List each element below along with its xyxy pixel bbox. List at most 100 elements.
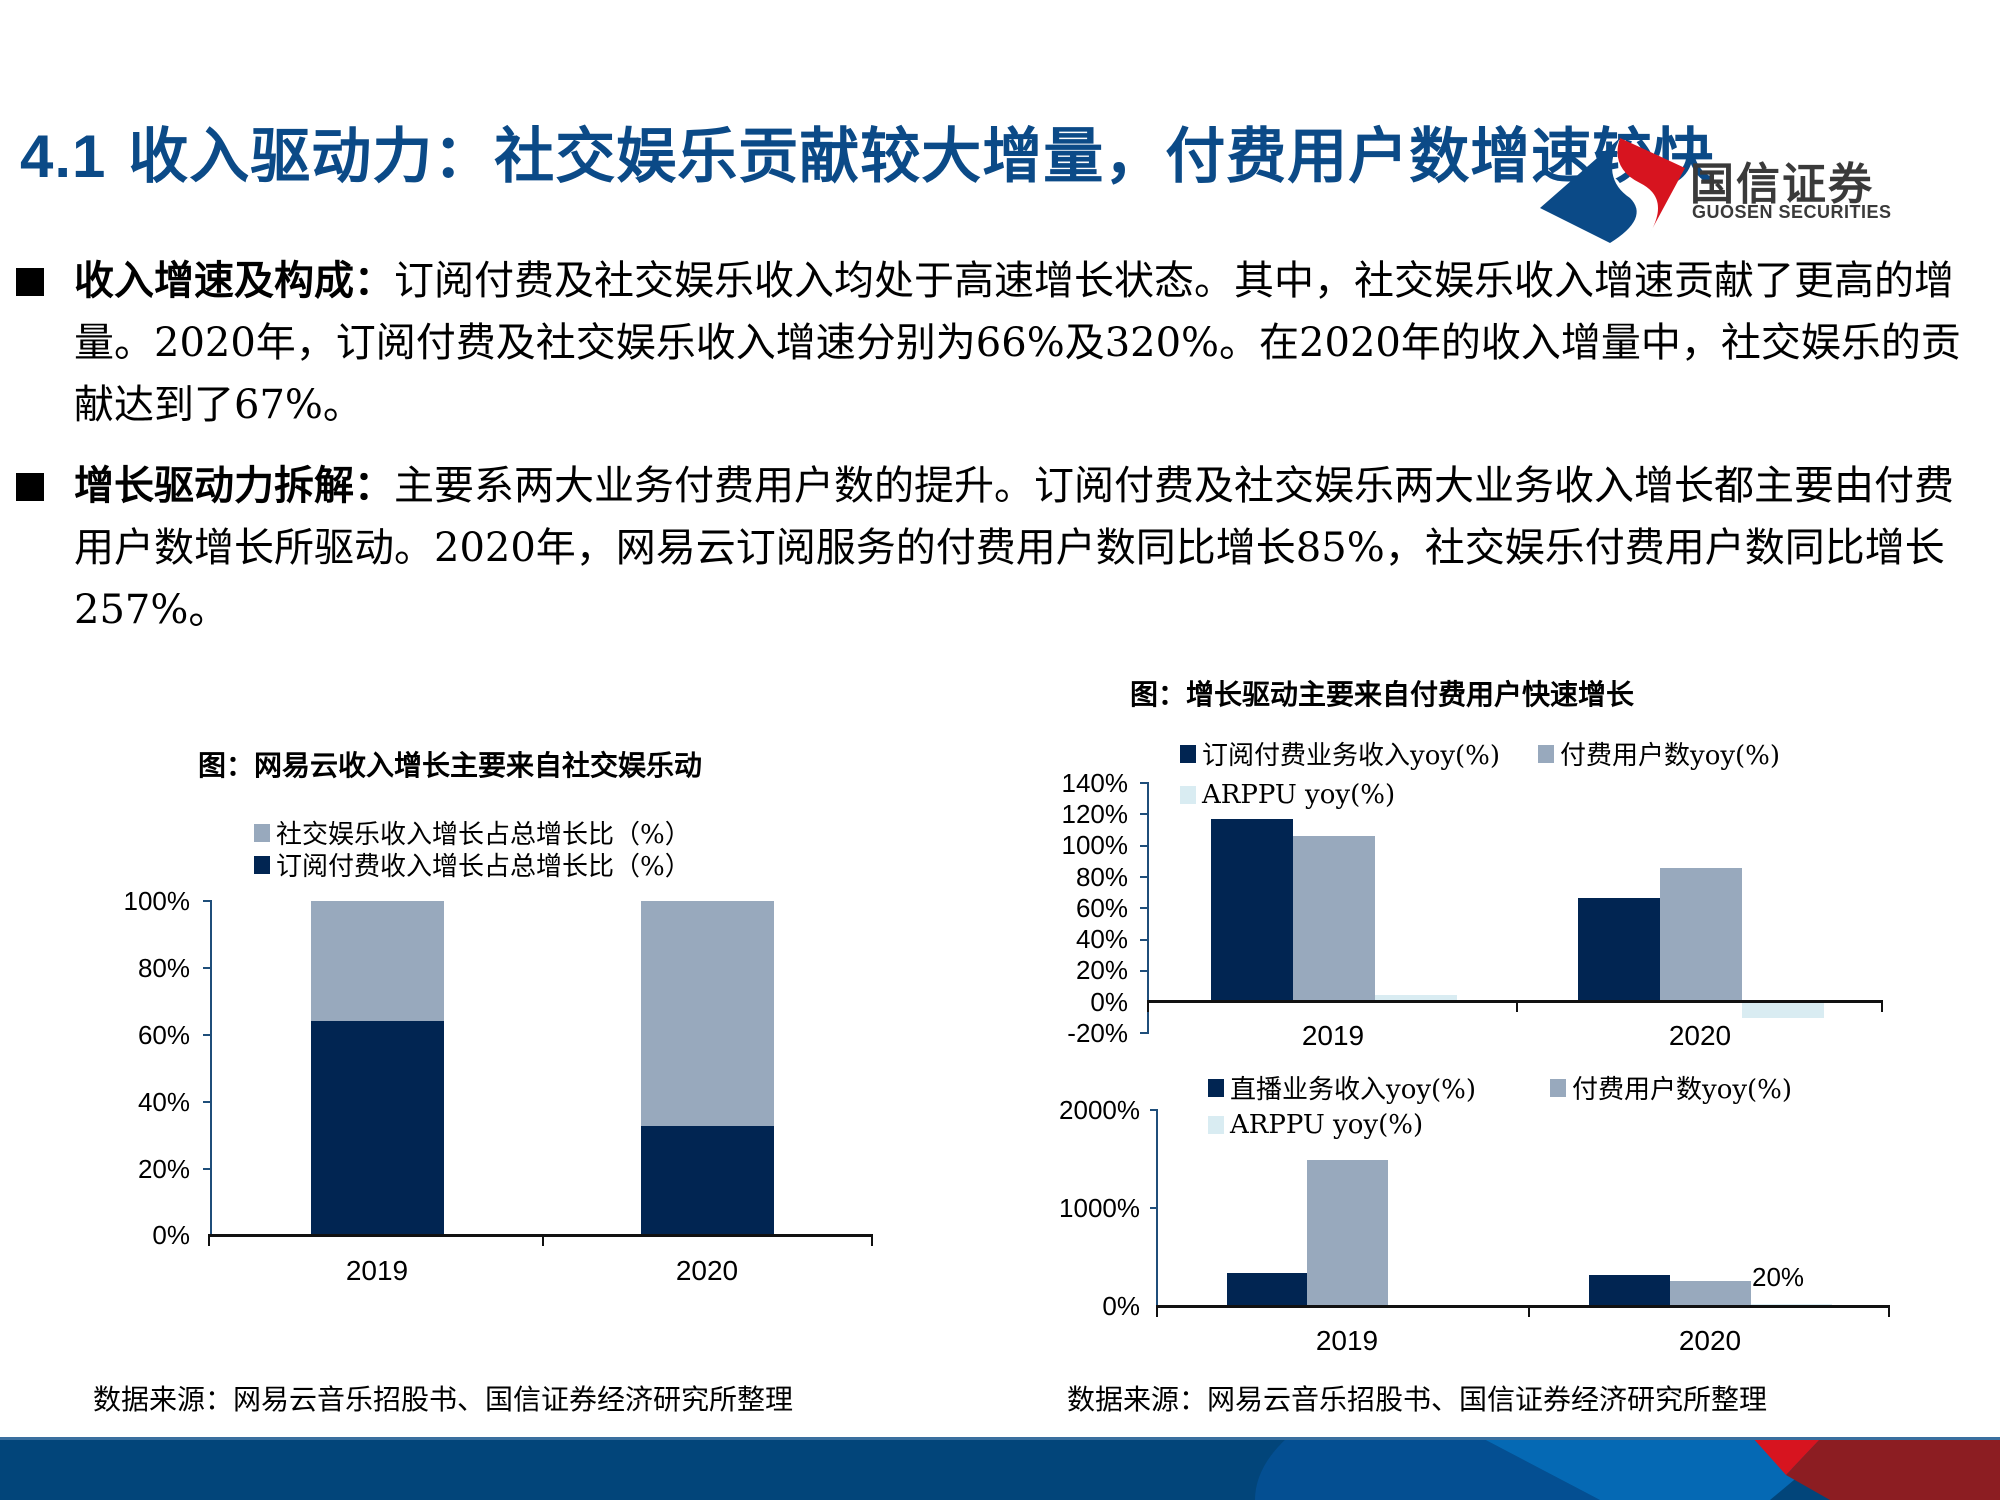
y-tick xyxy=(203,1101,211,1103)
x-label-2020: 2020 xyxy=(675,1255,739,1286)
right-chart-title: 图：增长驱动主要来自付费用户快速增长 xyxy=(1130,678,1635,711)
y-tick xyxy=(203,1034,211,1036)
legend-label: 直播业务收入yoy(%) xyxy=(1230,1075,1477,1105)
y-tick-label: 80% xyxy=(137,953,190,983)
x-label-2020: 2020 xyxy=(1678,1325,1742,1356)
y-tick xyxy=(203,967,211,969)
bar-2019-subscription-yoy xyxy=(1211,819,1293,1001)
bullet-heading: 增长驱动力拆解： xyxy=(74,462,394,509)
y-tick-label: 20% xyxy=(137,1154,190,1184)
bar-2020-subscription xyxy=(641,1126,774,1235)
x-tick xyxy=(871,1236,873,1246)
y-tick-label: 120% xyxy=(1061,799,1129,829)
y-tick-label: 140% xyxy=(1061,768,1129,798)
legend-label: ARPPU yoy(%) xyxy=(1230,1110,1424,1140)
bar-2019-arppu-yoy xyxy=(1375,995,1457,1001)
legend-swatch xyxy=(1180,744,1196,763)
y-tick xyxy=(1150,1207,1158,1209)
bullet-heading: 收入增速及构成： xyxy=(74,257,394,304)
x-tick xyxy=(1516,1002,1518,1012)
title-number: 4.1 xyxy=(20,123,107,190)
bar-2019-paying-users-yoy xyxy=(1293,836,1375,1001)
y-tick-label: 60% xyxy=(137,1020,190,1050)
y-axis xyxy=(210,900,212,1236)
x-tick xyxy=(1881,1002,1883,1012)
legend-swatch xyxy=(1550,1078,1566,1097)
bar-2019-paying-users-yoy xyxy=(1307,1160,1388,1306)
y-tick-label: 100% xyxy=(123,886,191,916)
legend-subscription: 订阅付费收入增长占总增长比（%） xyxy=(254,846,691,883)
legend-swatch xyxy=(1208,1116,1224,1134)
y-tick xyxy=(1140,939,1148,941)
y-tick xyxy=(1140,907,1148,909)
title-text: 收入驱动力：社交娱乐贡献较大增量，付费用户数增速较快 xyxy=(106,122,1715,192)
bullet-square-icon xyxy=(16,473,44,501)
legend-swatch xyxy=(1180,786,1196,804)
legend-swatch xyxy=(1208,1078,1224,1097)
y-tick-label: 40% xyxy=(137,1087,190,1117)
y-tick xyxy=(1140,1032,1148,1034)
x-tick xyxy=(542,1236,544,1246)
bar-2020-paying-users-yoy xyxy=(1670,1281,1751,1306)
bullet-revenue-growth: 收入增速及构成：订阅付费及社交娱乐收入均处于高速增长状态。其中，社交娱乐收入增速… xyxy=(12,250,1982,436)
x-label-2019: 2019 xyxy=(1315,1325,1379,1356)
bar-2019-live-yoy xyxy=(1227,1273,1307,1306)
bullet-body: 主要系两大业务付费用户数的提升。订阅付费及社交娱乐两大业务收入增长都主要由付费用… xyxy=(74,463,1954,633)
legend-subscription-yoy: 订阅付费业务收入yoy(%) xyxy=(1180,735,1500,772)
bar-2020-arppu-yoy xyxy=(1742,1002,1824,1018)
x-tick xyxy=(1156,1307,1158,1317)
legend-swatch xyxy=(1538,744,1554,763)
bar-2020-subscription-yoy xyxy=(1578,898,1660,1001)
legend-live-yoy: 直播业务收入yoy(%) xyxy=(1208,1069,1476,1106)
y-tick-label: 2000% xyxy=(1059,1095,1140,1125)
y-tick xyxy=(1140,782,1148,784)
legend-arppu-yoy: ARPPU yoy(%) xyxy=(1208,1110,1423,1140)
x-tick xyxy=(1147,1002,1149,1012)
y-axis xyxy=(1147,782,1149,1034)
footer-banner xyxy=(0,1437,2000,1500)
right-source-note: 数据来源：网易云音乐招股书、国信证券经济研究所整理 xyxy=(1067,1383,1768,1416)
x-tick xyxy=(1888,1307,1890,1317)
x-label-2019: 2019 xyxy=(1301,1020,1365,1051)
x-label-2019: 2019 xyxy=(345,1255,409,1286)
y-tick xyxy=(1140,876,1148,878)
y-tick-label: 20% xyxy=(1075,955,1128,985)
y-tick-label: 1000% xyxy=(1059,1193,1140,1223)
x-axis xyxy=(208,1234,873,1237)
y-tick-label: 60% xyxy=(1075,893,1128,923)
legend-swatch-social xyxy=(254,823,270,842)
bar-2019-subscription xyxy=(311,1021,444,1235)
bar-2020-social xyxy=(641,901,774,1126)
logo-cn: 国信证券 xyxy=(1690,159,1874,210)
x-axis xyxy=(1156,1305,1890,1308)
y-tick-label: 100% xyxy=(1061,830,1129,860)
legend-label: 社交娱乐收入增长占总增长比（%） xyxy=(276,820,691,850)
legend-social: 社交娱乐收入增长占总增长比（%） xyxy=(254,814,691,851)
y-tick-label: 0% xyxy=(1090,987,1128,1017)
x-label-2020: 2020 xyxy=(1668,1020,1732,1051)
legend-arppu-yoy: ARPPU yoy(%) xyxy=(1180,780,1395,810)
guosen-logo-icon xyxy=(1540,138,1685,243)
x-axis xyxy=(1147,1000,1883,1003)
bullet-body: 订阅付费及社交娱乐收入均处于高速增长状态。其中，社交娱乐收入增速贡献了更高的增量… xyxy=(74,258,1961,428)
y-tick xyxy=(1140,970,1148,972)
bullet-growth-drivers: 增长驱动力拆解：主要系两大业务付费用户数的提升。订阅付费及社交娱乐两大业务收入增… xyxy=(12,455,1982,641)
legend-paying-users-yoy: 付费用户数yoy(%) xyxy=(1538,735,1780,772)
bar-2020-live-yoy xyxy=(1589,1275,1670,1306)
legend-label: 订阅付费收入增长占总增长比（%） xyxy=(276,852,691,882)
legend-label: 订阅付费业务收入yoy(%) xyxy=(1202,741,1501,771)
bullet-square-icon xyxy=(16,268,44,296)
y-tick xyxy=(1140,845,1148,847)
y-tick xyxy=(1150,1109,1158,1111)
left-chart-title: 图：网易云收入增长主要来自社交娱乐动 xyxy=(198,749,703,782)
y-tick xyxy=(203,1168,211,1170)
legend-swatch-subscription xyxy=(254,855,270,874)
legend-label: 付费用户数yoy(%) xyxy=(1572,1075,1793,1105)
y-tick xyxy=(1140,813,1148,815)
legend-paying-users-yoy: 付费用户数yoy(%) xyxy=(1550,1069,1792,1106)
left-source-note: 数据来源：网易云音乐招股书、国信证券经济研究所整理 xyxy=(93,1383,794,1416)
y-tick-label: 0% xyxy=(1102,1291,1140,1321)
y-tick-label: 40% xyxy=(1075,924,1128,954)
bar-2019-social xyxy=(311,901,444,1021)
bar-2020-paying-users-yoy xyxy=(1660,868,1742,1001)
